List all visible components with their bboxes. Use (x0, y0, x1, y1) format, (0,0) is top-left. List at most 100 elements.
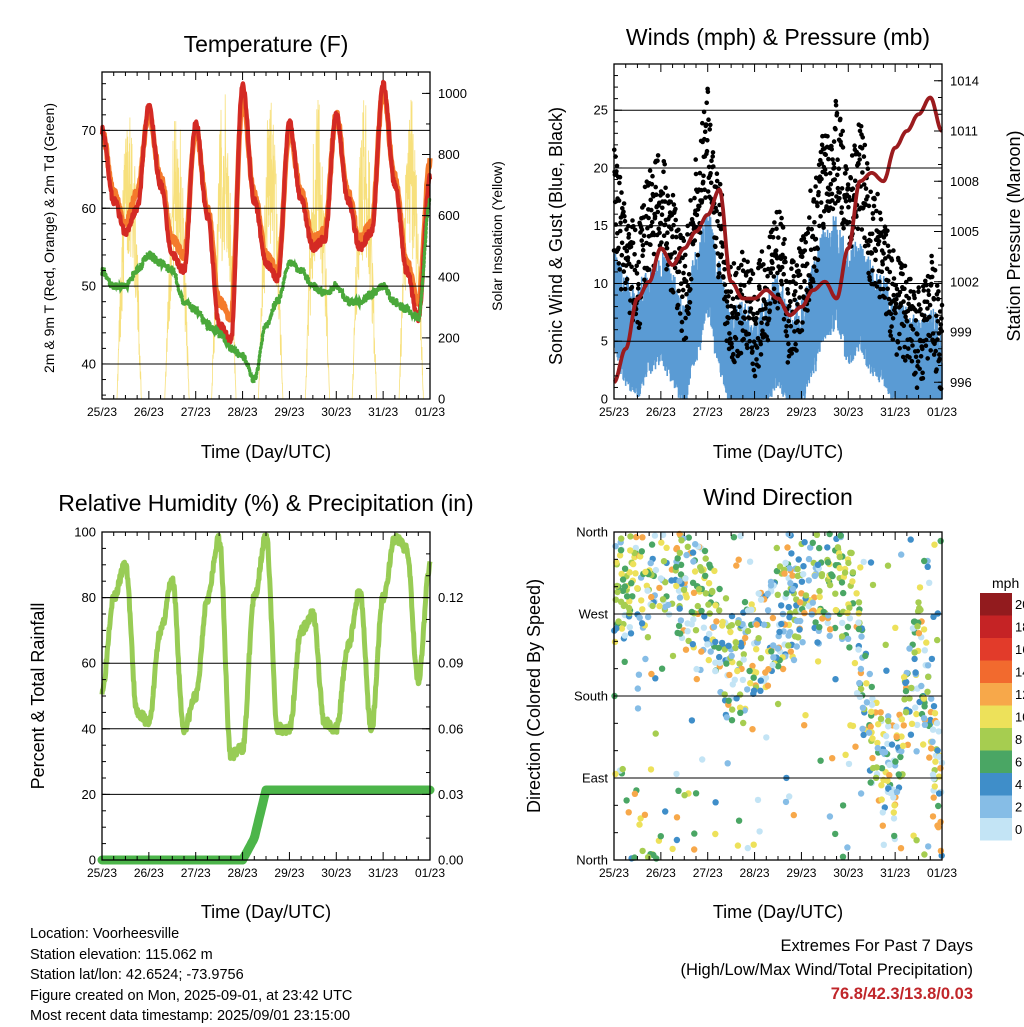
direction-dot (735, 817, 743, 824)
direction-dot (644, 854, 652, 861)
direction-dot (705, 580, 713, 587)
direction-dot (839, 853, 847, 860)
direction-dot (906, 695, 913, 702)
direction-dot (716, 585, 723, 593)
y2-tick-label: 400 (438, 269, 460, 284)
direction-dot (824, 544, 831, 551)
temperature-ylabel-right: Solar Insolation (Yellow) (489, 161, 505, 311)
direction-dot (832, 590, 839, 597)
direction-dot (914, 721, 921, 729)
direction-dot (857, 564, 864, 571)
direction-dot (869, 695, 876, 702)
direction-dot (779, 665, 787, 673)
direction-dot (934, 822, 941, 829)
direction-dot (676, 549, 683, 556)
temp-2m-line (99, 79, 433, 346)
x-tick-label: 26/23 (134, 405, 164, 419)
y-tick-label: 5 (601, 334, 608, 349)
direction-dot (700, 624, 708, 631)
direction-dot (776, 563, 784, 570)
direction-dot (632, 570, 639, 577)
direction-dot (660, 558, 668, 565)
direction-dot (748, 601, 755, 608)
direction-dot (857, 685, 865, 693)
direction-dot (920, 626, 928, 633)
direction-dot (802, 712, 809, 719)
y2-tick-label: 0 (438, 392, 445, 407)
direction-dot (675, 587, 683, 594)
winds-ylabel: Sonic Wind & Gust (Blue, Black) (546, 107, 566, 365)
colorbar-swatch (980, 795, 1012, 818)
direction-dot (738, 643, 745, 650)
extremes-value: 76.8/42.3/13.8/0.03 (830, 985, 973, 1003)
station-info: Location: Voorheesville Station elevatio… (30, 924, 352, 1027)
x-tick-label: 25/23 (599, 405, 629, 419)
direction-dot (672, 563, 680, 571)
direction-dot (648, 541, 656, 548)
y-tick-label: 0 (601, 392, 608, 407)
colorbar-label: 8 (1015, 732, 1022, 747)
speed-colorbar: mph 20+ 18 16 14 12 10 8 6 4 2 0 (980, 575, 1024, 841)
direction-dot (774, 591, 781, 598)
direction-dot (623, 593, 631, 600)
direction-dot (724, 760, 731, 767)
y2-tick-label: 0.03 (438, 787, 463, 802)
direction-dot (926, 754, 933, 761)
direction-dot (852, 743, 859, 750)
direction-dot (868, 701, 876, 708)
direction-dot (657, 833, 664, 840)
direction-dot (884, 562, 892, 569)
direction-dot (765, 666, 772, 673)
direction-dot (678, 537, 685, 544)
y2-tick-label: 996 (950, 375, 972, 390)
direction-dot (647, 766, 655, 773)
direction-dot (863, 680, 870, 687)
humidity-ylabel: Percent & Total Rainfall (28, 603, 48, 790)
direction-dot (728, 622, 735, 629)
direction-dot (685, 534, 692, 541)
direction-dot (809, 539, 816, 546)
direction-dot (855, 619, 862, 626)
direction-dot (710, 623, 718, 630)
direction-dot (681, 792, 688, 799)
direction-dot (754, 796, 762, 804)
x-tick-label: 28/23 (228, 866, 258, 880)
direction-dot (890, 815, 898, 822)
direction-dot (691, 830, 698, 837)
direction-dot (916, 584, 924, 591)
y-tick-label: 15 (594, 218, 608, 233)
direction-dot (907, 536, 914, 543)
direction-dot (934, 747, 941, 754)
direction-dot (639, 847, 646, 855)
direction-dot (868, 683, 875, 691)
direction-dot (881, 804, 888, 811)
direction-dot (740, 656, 747, 663)
colorbar-label: 10 (1015, 710, 1024, 725)
direction-dot (862, 652, 869, 660)
direction-dot (631, 790, 639, 797)
direction-dot (712, 830, 719, 838)
direction-dot (783, 590, 790, 597)
direction-dot (692, 790, 700, 797)
direction-dot (836, 553, 843, 561)
direction-dot (801, 539, 808, 546)
direction-dot (625, 809, 632, 816)
direction-dot (844, 844, 851, 851)
figure-created: Figure created on Mon, 2025-09-01, at 23… (30, 987, 353, 1004)
direction-dot (784, 544, 791, 551)
direction-dot (898, 748, 905, 755)
direction-dot (882, 641, 889, 648)
direction-dot (735, 556, 742, 563)
direction-dot (782, 559, 789, 566)
direction-dot (795, 634, 802, 641)
direction-ylabel: Direction (Colored By Speed) (524, 579, 544, 813)
direction-dot (885, 723, 892, 730)
x-tick-label: 31/23 (880, 405, 910, 419)
direction-dot (673, 814, 681, 821)
direction-dot (936, 753, 943, 760)
direction-dot (638, 620, 646, 627)
colorbar-label: 16 (1015, 642, 1024, 657)
x-tick-label: 27/23 (181, 866, 211, 880)
direction-dot (849, 569, 857, 576)
humidity-panel: Relative Humidity (%) & Precipitation (i… (28, 490, 474, 922)
